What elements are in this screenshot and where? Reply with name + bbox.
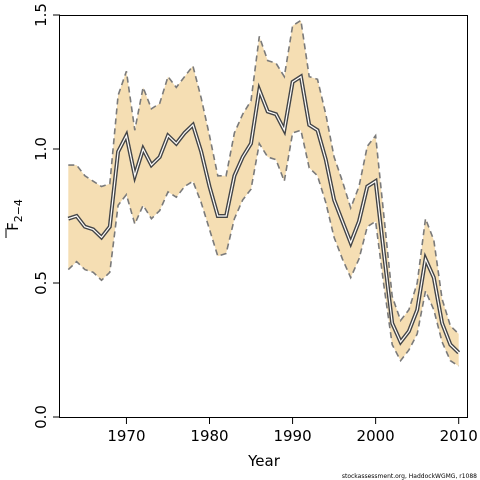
y-tick-label-1.0: 1.0 bbox=[32, 137, 50, 161]
lower-bound-line bbox=[67, 129, 460, 367]
estimate-line bbox=[68, 75, 460, 354]
svg-text:F2−4: F2−4 bbox=[4, 199, 25, 231]
x-tick-label-2010: 2010 bbox=[440, 427, 478, 445]
x-tick-label-2000: 2000 bbox=[357, 427, 395, 445]
plot-frame bbox=[59, 15, 468, 418]
confidence-band bbox=[68, 20, 459, 367]
y-axis-title-subscript: 2−4 bbox=[12, 199, 25, 222]
y-tick-label-0.5: 0.5 bbox=[32, 271, 50, 295]
y-axis: 0.0 0.5 1.0 1.5 bbox=[32, 3, 60, 429]
y-tick-label-1.5: 1.5 bbox=[32, 3, 50, 27]
x-axis-title: Year bbox=[247, 452, 281, 470]
y-axis-title-main: F bbox=[4, 222, 22, 231]
x-tick-label-1990: 1990 bbox=[273, 427, 311, 445]
plot-area bbox=[67, 19, 461, 367]
x-tick-label-1970: 1970 bbox=[107, 427, 145, 445]
y-tick-label-0.0: 0.0 bbox=[32, 405, 50, 429]
footer-credit: stockassessment.org, HaddockWGMG, r1088 bbox=[342, 473, 477, 480]
upper-bound-line bbox=[68, 19, 460, 335]
x-tick-label-1980: 1980 bbox=[190, 427, 228, 445]
x-axis: 1970 1980 1990 2000 2010 bbox=[107, 417, 478, 445]
y-axis-title: F2−4 bbox=[4, 199, 25, 238]
